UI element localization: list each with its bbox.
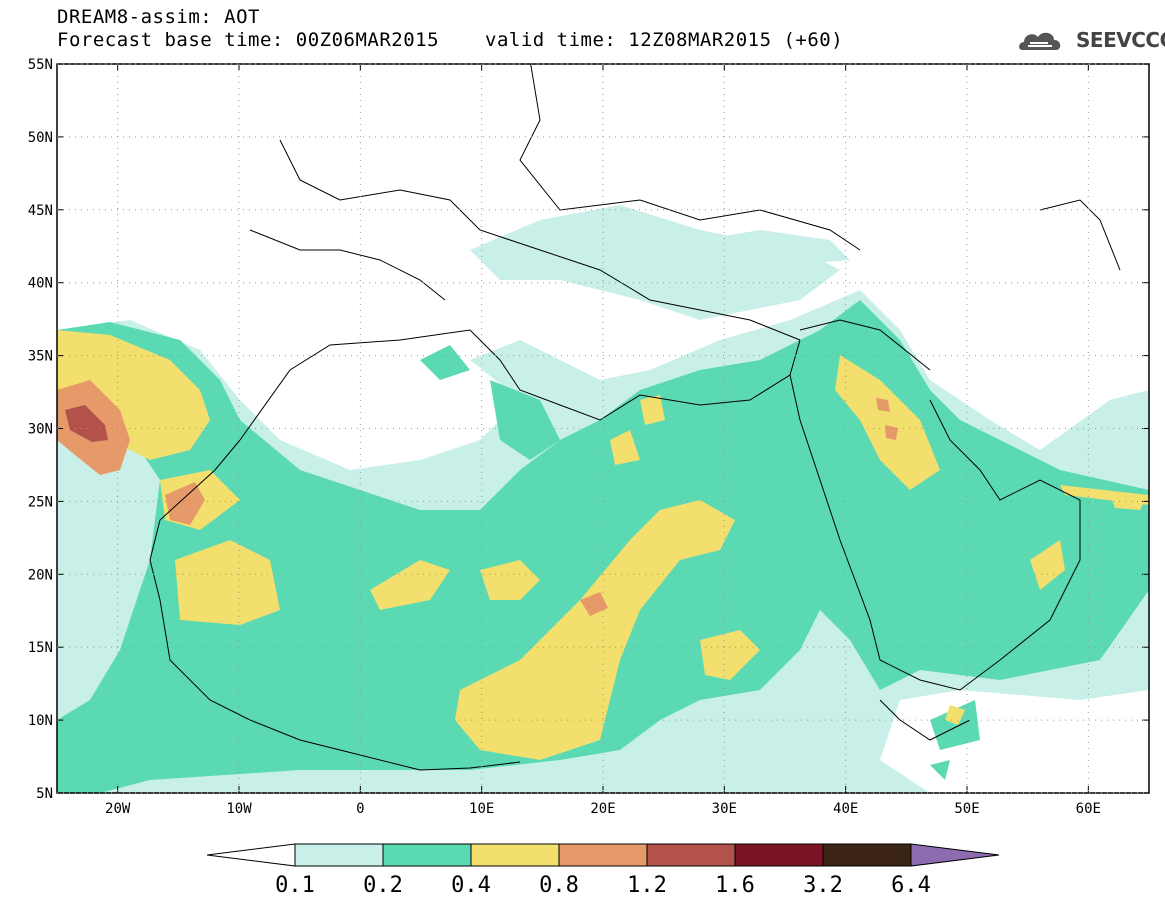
colorbar: 0.1 0.2 0.4 0.8 1.2 1.6 3.2 6.4 [206,843,1000,898]
lat-label: 45N [28,203,53,219]
colorbar-label: 3.2 [803,873,843,898]
valid-time: valid time: 12Z08MAR2015 (+60) [485,29,844,51]
lat-label: 30N [28,422,53,438]
lat-label: 35N [28,349,53,365]
colorbar-label: 1.6 [715,873,755,898]
lon-label: 20W [105,801,131,817]
lon-label: 20E [590,801,615,817]
forecast-base-time: Forecast base time: 00Z06MAR2015 [57,29,440,51]
aot-shading [57,205,1149,793]
colorbar-segment [734,843,824,867]
colorbar-under-triangle [206,843,296,867]
lon-label: 10W [226,801,252,817]
lon-label: 40E [833,801,858,817]
colorbar-segment [382,843,472,867]
lat-label: 15N [28,640,53,656]
lat-label: 50N [28,130,53,146]
colorbar-segment [646,843,736,867]
colorbar-segment [822,843,912,867]
colorbar-label: 0.4 [451,873,491,898]
colorbar-over-triangle [910,843,1000,867]
colorbar-label: 1.2 [627,873,667,898]
logo-text: SEEVCCC [1076,28,1165,52]
colorbar-segment [558,843,648,867]
colorbar-segment [470,843,560,867]
lon-label: 0 [356,801,364,817]
lat-label: 10N [28,713,53,729]
lon-label: 50E [954,801,979,817]
lon-label: 30E [712,801,737,817]
lat-label: 25N [28,494,53,510]
colorbar-label: 0.2 [363,873,403,898]
lat-label: 40N [28,276,53,292]
colorbar-label: 0.8 [539,873,579,898]
lon-label: 60E [1076,801,1101,817]
colorbar-label: 6.4 [891,873,931,898]
lon-label: 10E [469,801,494,817]
map-title: DREAM8-assim: AOT [57,6,260,28]
cloud-logo-icon [1019,32,1061,50]
longitude-axis: 20W 10W 0 10E 20E 30E 40E 50E 60E [105,64,1101,817]
lat-label: 55N [28,57,53,73]
colorbar-label: 0.1 [275,873,315,898]
colorbar-segment [294,843,384,867]
lat-label: 5N [36,786,53,802]
coastlines [149,64,1121,771]
lat-label: 20N [28,567,53,583]
